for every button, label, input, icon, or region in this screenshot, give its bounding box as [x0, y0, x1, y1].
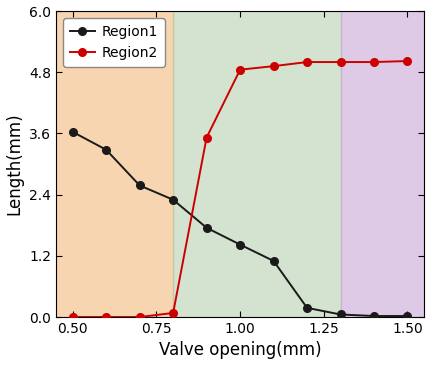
X-axis label: Valve opening(mm): Valve opening(mm) [159, 341, 321, 360]
Region1 [304, 306, 310, 310]
Region2 [204, 135, 209, 140]
Region2 [70, 315, 75, 319]
Region2 [237, 68, 243, 72]
Region1 [204, 226, 209, 230]
Region2 [271, 64, 276, 68]
Region2 [137, 315, 142, 319]
Region1 [405, 314, 410, 318]
Region1 [104, 147, 109, 152]
Y-axis label: Length(mm): Length(mm) [6, 113, 24, 215]
Line: Region2: Region2 [69, 57, 412, 321]
Bar [341, 11, 424, 317]
Legend: Region1, Region2: Region1, Region2 [63, 18, 165, 67]
Region2 [304, 60, 310, 64]
Region2 [104, 315, 109, 319]
Region1 [137, 183, 142, 188]
Region1 [271, 259, 276, 263]
Region2 [338, 60, 343, 64]
Region1 [237, 242, 243, 247]
Region1 [70, 130, 75, 134]
Bar [173, 11, 341, 317]
Region1 [372, 314, 377, 318]
Region2 [171, 311, 176, 315]
Region1 [171, 197, 176, 202]
Region2 [372, 60, 377, 64]
Bar [56, 11, 173, 317]
Region1 [338, 312, 343, 317]
Region2 [405, 59, 410, 63]
Line: Region1: Region1 [69, 128, 412, 320]
